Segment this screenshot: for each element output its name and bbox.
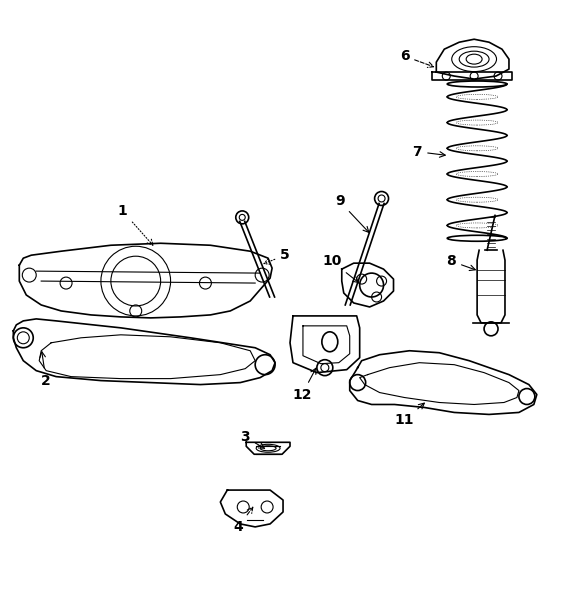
- Text: 8: 8: [446, 254, 475, 270]
- Text: 7: 7: [412, 145, 445, 159]
- Text: 5: 5: [264, 248, 290, 264]
- Text: 9: 9: [335, 195, 369, 232]
- Text: 1: 1: [118, 205, 153, 246]
- Text: 6: 6: [399, 49, 433, 68]
- Text: 2: 2: [40, 352, 51, 388]
- Text: 12: 12: [292, 368, 316, 401]
- Text: 3: 3: [241, 431, 265, 448]
- Text: 11: 11: [395, 403, 425, 428]
- Text: 10: 10: [322, 254, 359, 282]
- Text: 4: 4: [234, 507, 253, 534]
